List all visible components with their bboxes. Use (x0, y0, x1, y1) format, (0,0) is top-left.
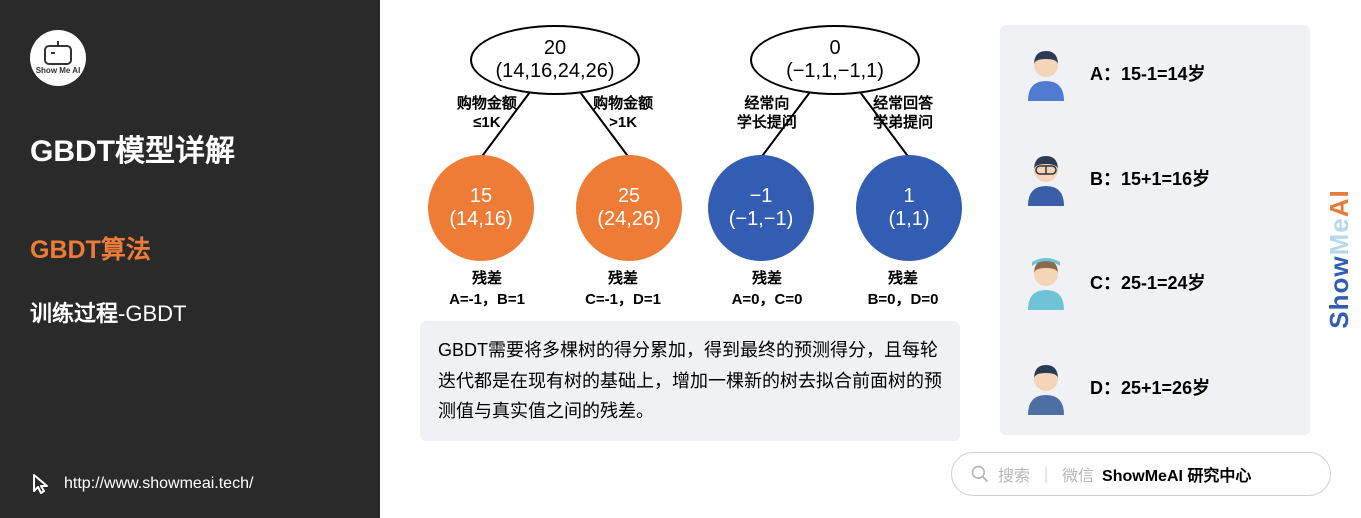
leaf-right: 1 (1,1) (856, 155, 962, 261)
url-text: http://www.showmeai.tech/ (64, 475, 253, 493)
edge-label-right: 购物金额 >1K (560, 95, 686, 133)
leaf-left: −1 (−1,−1) (708, 155, 814, 261)
root-node: 0 (−1,1,−1,1) (750, 25, 920, 95)
title-subtitle2-rest: -GBDT (118, 301, 186, 326)
leaf-left: 15 (14,16) (428, 155, 534, 261)
search-icon (970, 464, 990, 484)
edge-label-right: 经常回答 学弟提问 (840, 95, 966, 133)
root-value: 0 (829, 37, 840, 60)
search-hint1: 搜索 (998, 462, 1030, 486)
residual-left: 残差 A=0，C=0 (708, 267, 826, 309)
residual-right: 残差 C=-1，D=1 (564, 267, 682, 309)
person-row: B：15+1=16岁 (1018, 150, 1292, 206)
tree-diagram: 20 (14,16,24,26) 购物金额 ≤1K 购物金额 >1K 15 (420, 25, 980, 309)
person-row: D：25+1=26岁 (1018, 359, 1292, 415)
robot-icon (44, 45, 72, 65)
title-main: GBDT模型详解 (30, 126, 350, 170)
logo-text: Show Me AI (36, 66, 81, 75)
explanation-note: GBDT需要将多棵树的得分累加，得到最终的预测得分，且每轮迭代都是在现有树的基础… (420, 321, 960, 441)
edge-row: 经常向 学长提问 经常回答 学弟提问 (700, 95, 970, 155)
search-pill[interactable]: 搜索 ｜ 微信 ShowMeAI 研究中心 (951, 452, 1331, 496)
logo-circle: Show Me AI (30, 30, 86, 86)
watermark-part3: AI (1324, 189, 1354, 217)
cursor-icon (30, 472, 54, 496)
person-label: C：25-1=24岁 (1090, 269, 1206, 295)
title-subtitle2-bold: 训练过程 (30, 301, 118, 326)
leaf-right: 25 (24,26) (576, 155, 682, 261)
leaves: −1 (−1,−1) 1 (1,1) (700, 155, 970, 261)
leaves: 15 (14,16) 25 (24,26) (420, 155, 690, 261)
person-label: D：25+1=26岁 (1090, 374, 1210, 400)
edge-row: 购物金额 ≤1K 购物金额 >1K (420, 95, 690, 155)
watermark-part2: Me (1324, 217, 1354, 255)
tree-1: 0 (−1,1,−1,1) 经常向 学长提问 经常回答 学弟提问 −1 (700, 25, 970, 309)
tree-0: 20 (14,16,24,26) 购物金额 ≤1K 购物金额 >1K 15 (420, 25, 690, 309)
residual-left: 残差 A=-1，B=1 (428, 267, 546, 309)
search-sep: ｜ (1038, 462, 1054, 486)
person-row: A：15-1=14岁 (1018, 45, 1292, 101)
logo: Show Me AI (30, 30, 86, 86)
residual-right: 残差 B=0，D=0 (844, 267, 962, 309)
persons-panel: A：15-1=14岁 B：15+1=16岁 C：25-1=24岁 D：25+1=… (1000, 25, 1310, 435)
person-label: A：15-1=14岁 (1090, 60, 1206, 86)
diagram-area: 20 (14,16,24,26) 购物金额 ≤1K 购物金额 >1K 15 (420, 25, 980, 498)
residual-row: 残差 A=0，C=0 残差 B=0，D=0 (700, 267, 970, 309)
residual-row: 残差 A=-1，B=1 残差 C=-1，D=1 (420, 267, 690, 309)
avatar-icon (1018, 359, 1074, 415)
watermark: ShowMeAI (1324, 189, 1355, 328)
avatar-icon (1018, 254, 1074, 310)
edge-label-left: 购物金额 ≤1K (424, 95, 550, 133)
sidebar: Show Me AI GBDT模型详解 GBDT算法 训练过程-GBDT htt… (0, 0, 380, 518)
content: 20 (14,16,24,26) 购物金额 ≤1K 购物金额 >1K 15 (380, 0, 1361, 518)
title-subtitle1: GBDT算法 (30, 230, 350, 266)
title-subtitle2: 训练过程-GBDT (30, 296, 350, 328)
root-node: 20 (14,16,24,26) (470, 25, 640, 95)
search-hint2: 微信 (1062, 462, 1094, 486)
watermark-part1: Show (1324, 255, 1354, 328)
avatar-icon (1018, 45, 1074, 101)
url-row[interactable]: http://www.showmeai.tech/ (30, 472, 253, 496)
avatar-icon (1018, 150, 1074, 206)
root-tuple: (−1,1,−1,1) (786, 60, 884, 83)
person-label: B：15+1=16岁 (1090, 165, 1210, 191)
person-row: C：25-1=24岁 (1018, 254, 1292, 310)
edge-label-left: 经常向 学长提问 (704, 95, 830, 133)
root-tuple: (14,16,24,26) (496, 60, 615, 83)
root-value: 20 (544, 37, 566, 60)
search-bold: ShowMeAI 研究中心 (1102, 462, 1251, 486)
